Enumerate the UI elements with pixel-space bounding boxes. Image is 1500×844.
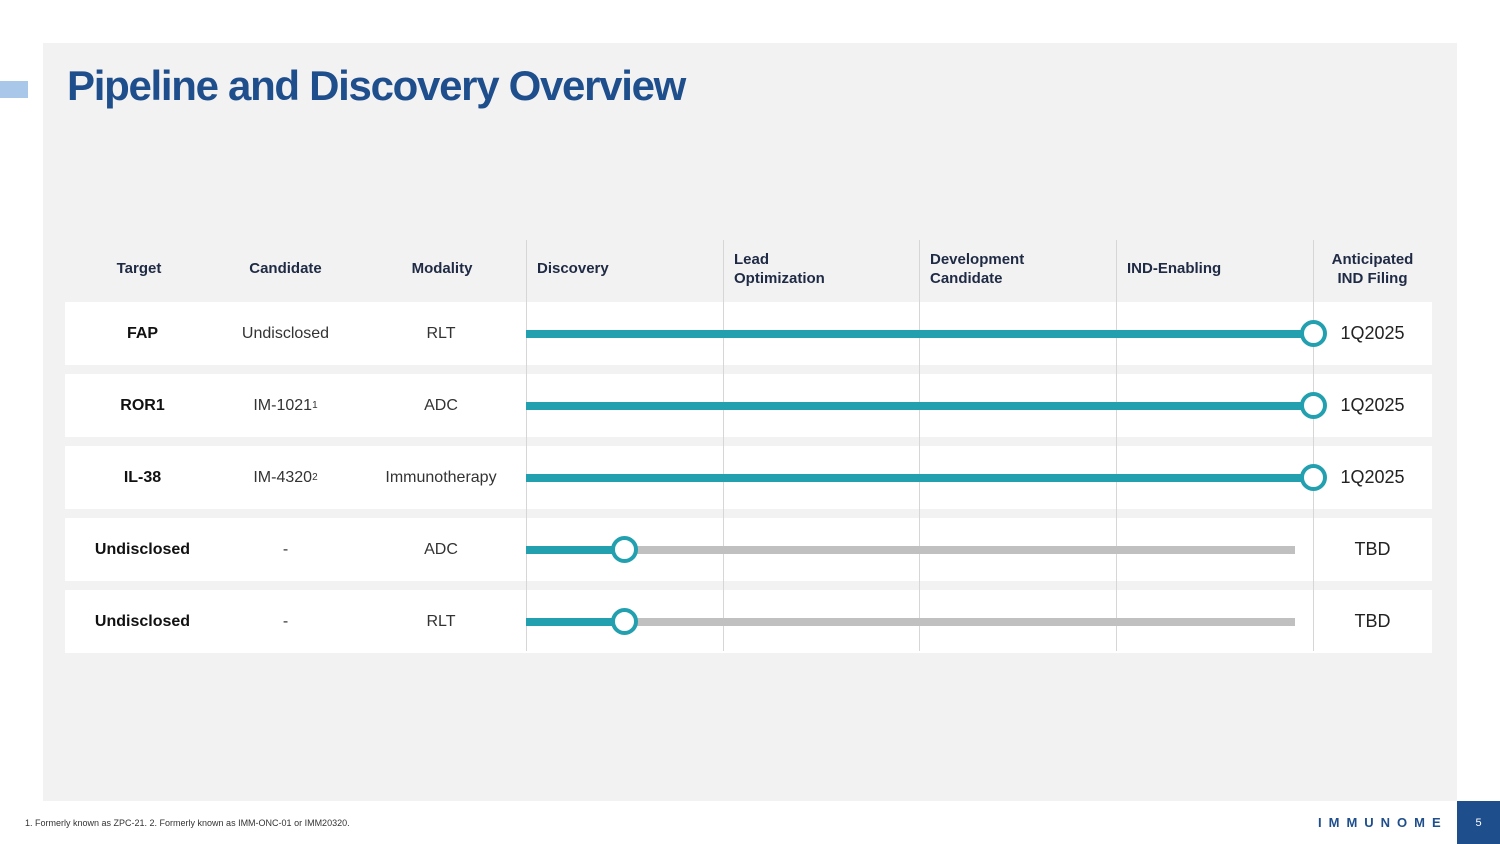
row-candidate-name: IM-1021 <box>253 396 313 414</box>
row-candidate-name: - <box>282 612 289 630</box>
progress-marker-icon <box>1299 464 1327 491</box>
header-anticipated-filing-line2: IND Filing <box>1337 269 1408 287</box>
progress-fill <box>526 329 1313 338</box>
column-divider <box>1116 240 1117 651</box>
page-number: 5 <box>1457 801 1500 844</box>
row-candidate: IM-1021 1 <box>253 396 318 414</box>
row-target: ROR1 <box>120 396 165 414</box>
row-filing: TBD <box>1354 611 1391 631</box>
row-target: Undisclosed <box>94 540 191 558</box>
progress-marker-icon <box>610 608 638 635</box>
header-anticipated-filing: Anticipated IND Filing <box>1313 240 1432 297</box>
header-discovery: Discovery <box>537 260 609 277</box>
progress-track <box>526 617 1295 626</box>
header-lead-optimization-line2: Optimization <box>734 269 825 287</box>
header-ind-enabling: IND-Enabling <box>1127 260 1222 277</box>
header-lead-optimization: Lead Optimization <box>723 240 920 297</box>
header-lead-optimization-line1: Lead <box>734 250 770 268</box>
company-logo: IMMUNOME <box>1318 815 1448 830</box>
side-accent-bar <box>0 81 28 98</box>
header-candidate: Candidate <box>249 260 322 277</box>
row-target: FAP <box>126 324 159 342</box>
footnote: 1. Formerly known as ZPC-21. 2. Formerly… <box>25 818 350 828</box>
column-divider <box>526 240 527 651</box>
header-target: Target <box>116 260 162 277</box>
progress-fill <box>526 617 625 626</box>
header-development-candidate: Development Candidate <box>919 240 1116 297</box>
row-candidate: Undisclosed <box>213 302 358 365</box>
progress-fill <box>526 545 625 554</box>
row-filing: 1Q2025 <box>1340 395 1405 415</box>
row-filing: 1Q2025 <box>1340 323 1405 343</box>
progress-marker-icon <box>1299 392 1327 419</box>
row-modality: Immunotherapy <box>385 468 497 486</box>
row-modality: ADC <box>424 540 458 558</box>
header-development-candidate-line2: Candidate <box>930 269 1003 287</box>
row-candidate-name: - <box>282 540 289 558</box>
column-divider <box>1313 240 1314 651</box>
row-candidate: IM-4320 2 <box>253 468 318 486</box>
header-anticipated-filing-line1: Anticipated <box>1331 250 1414 268</box>
row-filing: 1Q2025 <box>1340 467 1405 487</box>
row-candidate: - <box>213 590 358 653</box>
row-candidate-name: Undisclosed <box>241 324 330 342</box>
row-modality: RLT <box>426 324 456 342</box>
column-divider <box>919 240 920 651</box>
progress-marker-icon <box>1299 320 1327 347</box>
row-candidate-name: IM-4320 <box>253 468 313 486</box>
header-development-candidate-line1: Development <box>930 250 1025 268</box>
row-modality: ADC <box>424 396 458 414</box>
row-modality: RLT <box>426 612 456 630</box>
progress-track <box>526 545 1295 554</box>
page-title: Pipeline and Discovery Overview <box>67 62 686 109</box>
header-modality: Modality <box>411 260 473 277</box>
progress-fill <box>526 473 1313 482</box>
progress-fill <box>526 401 1313 410</box>
column-divider <box>723 240 724 651</box>
row-candidate: - <box>213 518 358 581</box>
row-filing: TBD <box>1354 539 1391 559</box>
row-target: Undisclosed <box>94 612 191 630</box>
progress-marker-icon <box>610 536 638 563</box>
row-target: IL-38 <box>123 468 162 486</box>
